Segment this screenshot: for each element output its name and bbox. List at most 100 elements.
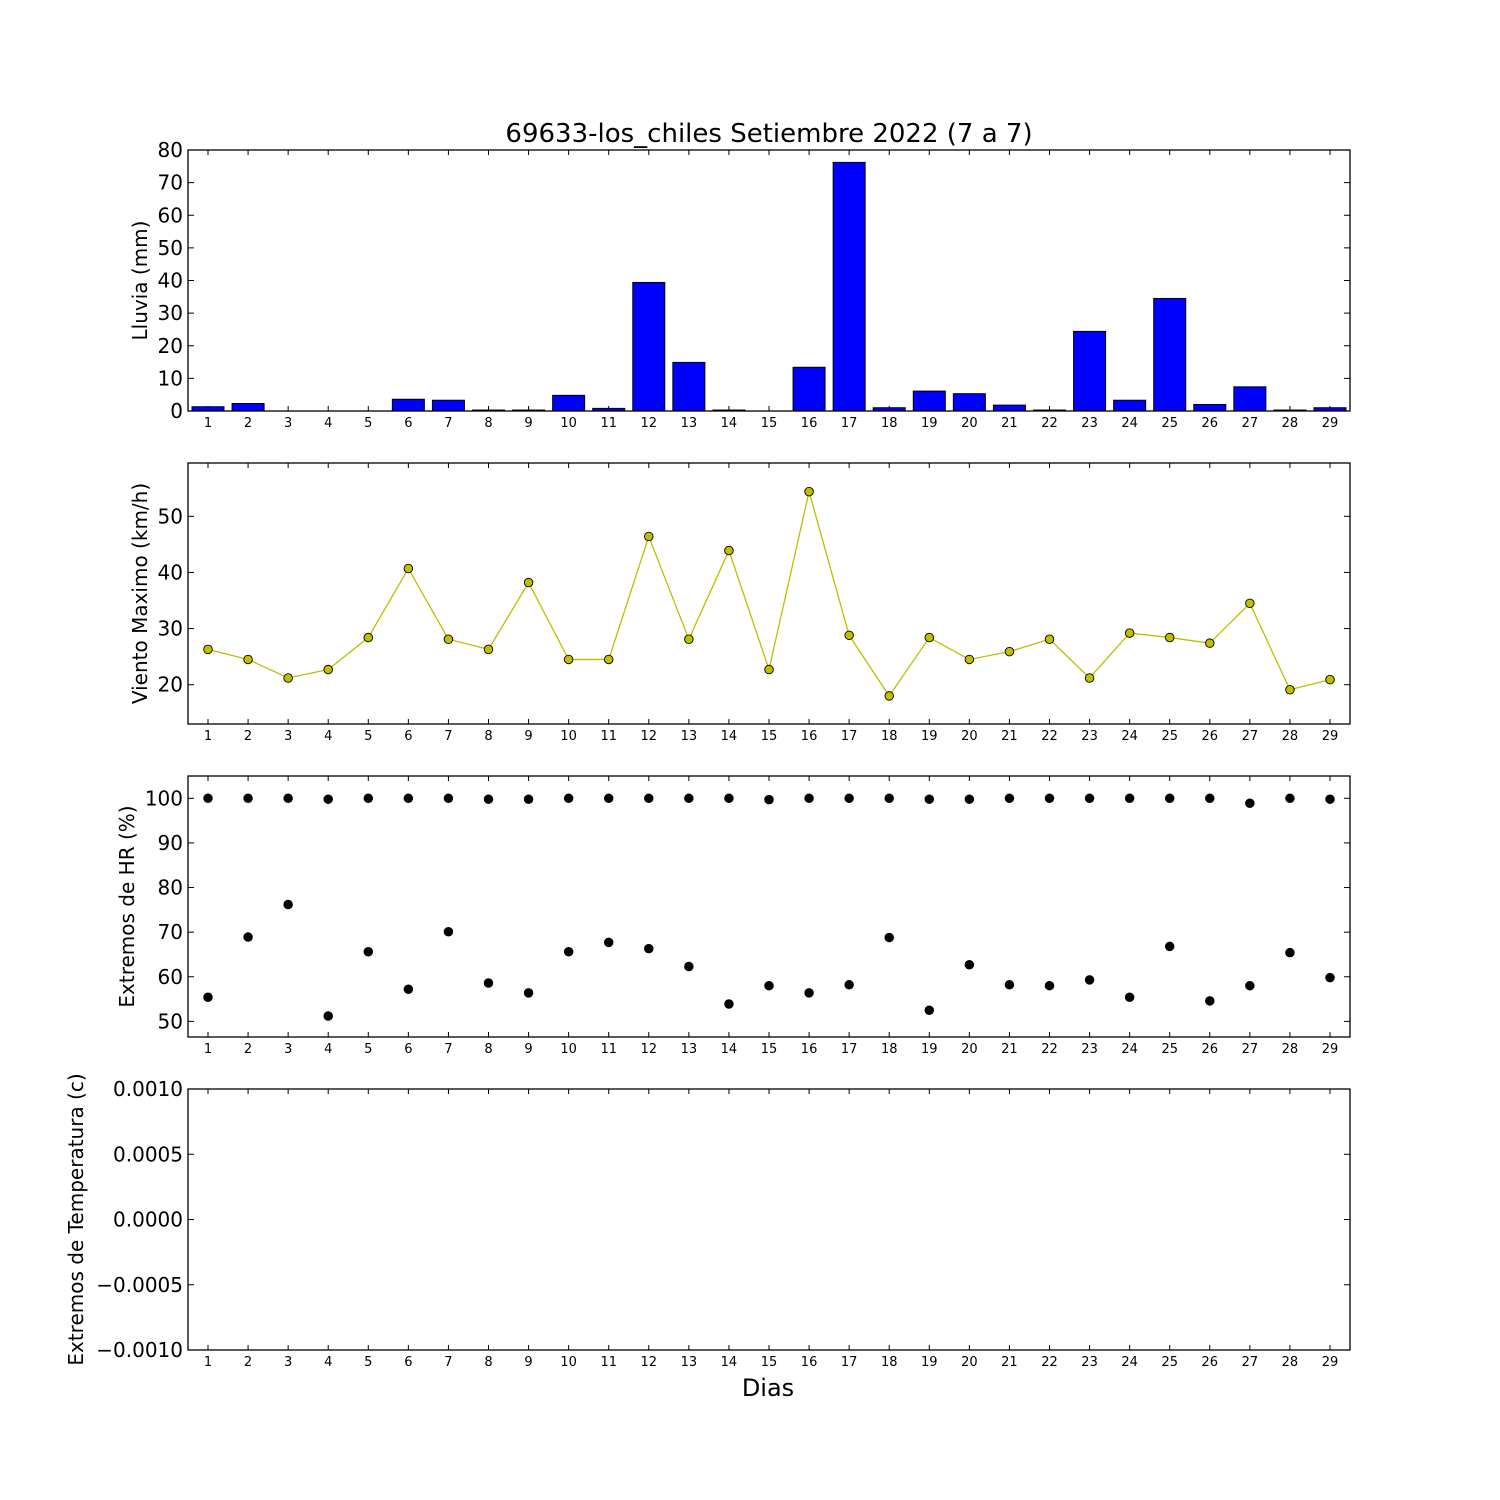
data-point <box>483 978 494 988</box>
x-tick-label: 7 <box>444 1355 452 1370</box>
data-point <box>844 793 854 804</box>
x-tick-label: 17 <box>841 416 858 431</box>
data-point <box>1084 793 1095 804</box>
x-tick-label: 29 <box>1322 1042 1339 1057</box>
y-tick-label: 90 <box>158 831 183 855</box>
data-point <box>1124 793 1135 804</box>
y-tick-label: 80 <box>158 876 183 900</box>
data-point <box>884 932 894 943</box>
x-tick-label: 2 <box>244 416 252 431</box>
x-tick-label: 26 <box>1202 1042 1219 1057</box>
x-tick-label: 10 <box>560 1042 577 1057</box>
x-tick-label: 25 <box>1161 1042 1178 1057</box>
x-tick-label: 18 <box>881 729 898 744</box>
x-tick-label: 11 <box>600 1042 617 1057</box>
x-tick-label: 16 <box>801 1355 818 1370</box>
x-tick-label: 19 <box>921 729 938 744</box>
x-tick-label: 28 <box>1282 1355 1299 1370</box>
x-tick-label: 7 <box>444 729 452 744</box>
figure-title: 69633-los_chiles Setiembre 2022 (7 a 7) <box>505 119 1032 149</box>
y-tick-label: 0.0010 <box>113 1077 183 1101</box>
x-tick-label: 13 <box>681 729 698 744</box>
data-point <box>363 793 374 804</box>
x-tick-label: 25 <box>1161 1355 1178 1370</box>
data-point <box>1164 793 1175 804</box>
data-point <box>363 947 374 957</box>
rain-bar <box>832 161 866 412</box>
series-line <box>208 904 1330 1016</box>
y-tick-label: 70 <box>158 171 183 195</box>
y-tick-label: 80 <box>158 138 183 162</box>
data-point <box>1285 685 1295 695</box>
data-point <box>443 634 454 644</box>
x-tick-label: 24 <box>1121 729 1138 744</box>
data-point <box>443 926 454 937</box>
rain-bar <box>1193 403 1227 412</box>
x-tick-label: 11 <box>600 729 617 744</box>
data-point <box>884 691 894 701</box>
y-tick-label: 10 <box>158 366 183 390</box>
x-tick-label: 9 <box>524 416 532 431</box>
data-point <box>1044 980 1055 991</box>
rain-bar <box>632 281 666 412</box>
x-tick-label: 26 <box>1202 729 1219 744</box>
data-point <box>884 793 894 804</box>
data-point <box>563 947 574 957</box>
x-tick-label: 23 <box>1081 1355 1098 1370</box>
data-point <box>844 630 854 641</box>
y-tick-label: 0.0005 <box>113 1142 183 1166</box>
data-point <box>804 486 814 497</box>
x-tick-label: 8 <box>484 416 492 431</box>
x-tick-label: 21 <box>1001 729 1018 744</box>
data-point <box>563 654 574 665</box>
y-tick-label: 60 <box>158 203 183 227</box>
data-point <box>964 794 975 804</box>
x-tick-label: 18 <box>881 416 898 431</box>
data-point <box>1325 794 1335 804</box>
x-tick-label: 27 <box>1242 416 1259 431</box>
data-point <box>203 793 213 804</box>
x-tick-label: 25 <box>1161 416 1178 431</box>
data-point <box>203 992 213 1003</box>
x-tick-label: 12 <box>641 1355 658 1370</box>
x-tick-label: 17 <box>841 1355 858 1370</box>
x-tick-label: 5 <box>364 416 372 431</box>
data-point <box>523 577 534 588</box>
x-tick-label: 14 <box>721 1355 738 1370</box>
rain-bar <box>1233 386 1267 412</box>
data-point <box>323 664 333 675</box>
data-point <box>403 563 414 574</box>
data-point <box>964 959 975 970</box>
x-tick-label: 11 <box>600 416 617 431</box>
x-tick-label: 29 <box>1322 416 1339 431</box>
x-tick-label: 4 <box>324 1355 332 1370</box>
data-point <box>243 793 253 804</box>
data-point <box>804 988 814 998</box>
x-tick-label: 17 <box>841 1042 858 1057</box>
data-point <box>1285 947 1295 958</box>
data-point <box>924 794 935 804</box>
y-tick-label: 100 <box>145 786 183 810</box>
data-point <box>243 932 253 942</box>
x-tick-label: 13 <box>681 1042 698 1057</box>
x-tick-label: 2 <box>244 1042 252 1057</box>
x-tick-label: 15 <box>761 416 778 431</box>
x-axis-label: Dias <box>742 1374 794 1402</box>
x-tick-label: 12 <box>641 729 658 744</box>
rain-bar <box>552 394 586 412</box>
data-point <box>804 793 814 804</box>
y-tick-label: 30 <box>158 617 183 641</box>
x-tick-label: 15 <box>761 1355 778 1370</box>
x-tick-label: 20 <box>961 1355 978 1370</box>
data-point <box>1245 980 1255 991</box>
data-point <box>1245 798 1255 808</box>
x-tick-label: 20 <box>961 729 978 744</box>
axes-frame <box>187 149 1351 412</box>
data-point <box>844 980 854 990</box>
x-tick-label: 22 <box>1041 729 1058 744</box>
x-tick-label: 10 <box>560 729 577 744</box>
rain-bar <box>1073 330 1107 412</box>
rain-bar <box>952 393 986 412</box>
data-point <box>724 545 734 556</box>
